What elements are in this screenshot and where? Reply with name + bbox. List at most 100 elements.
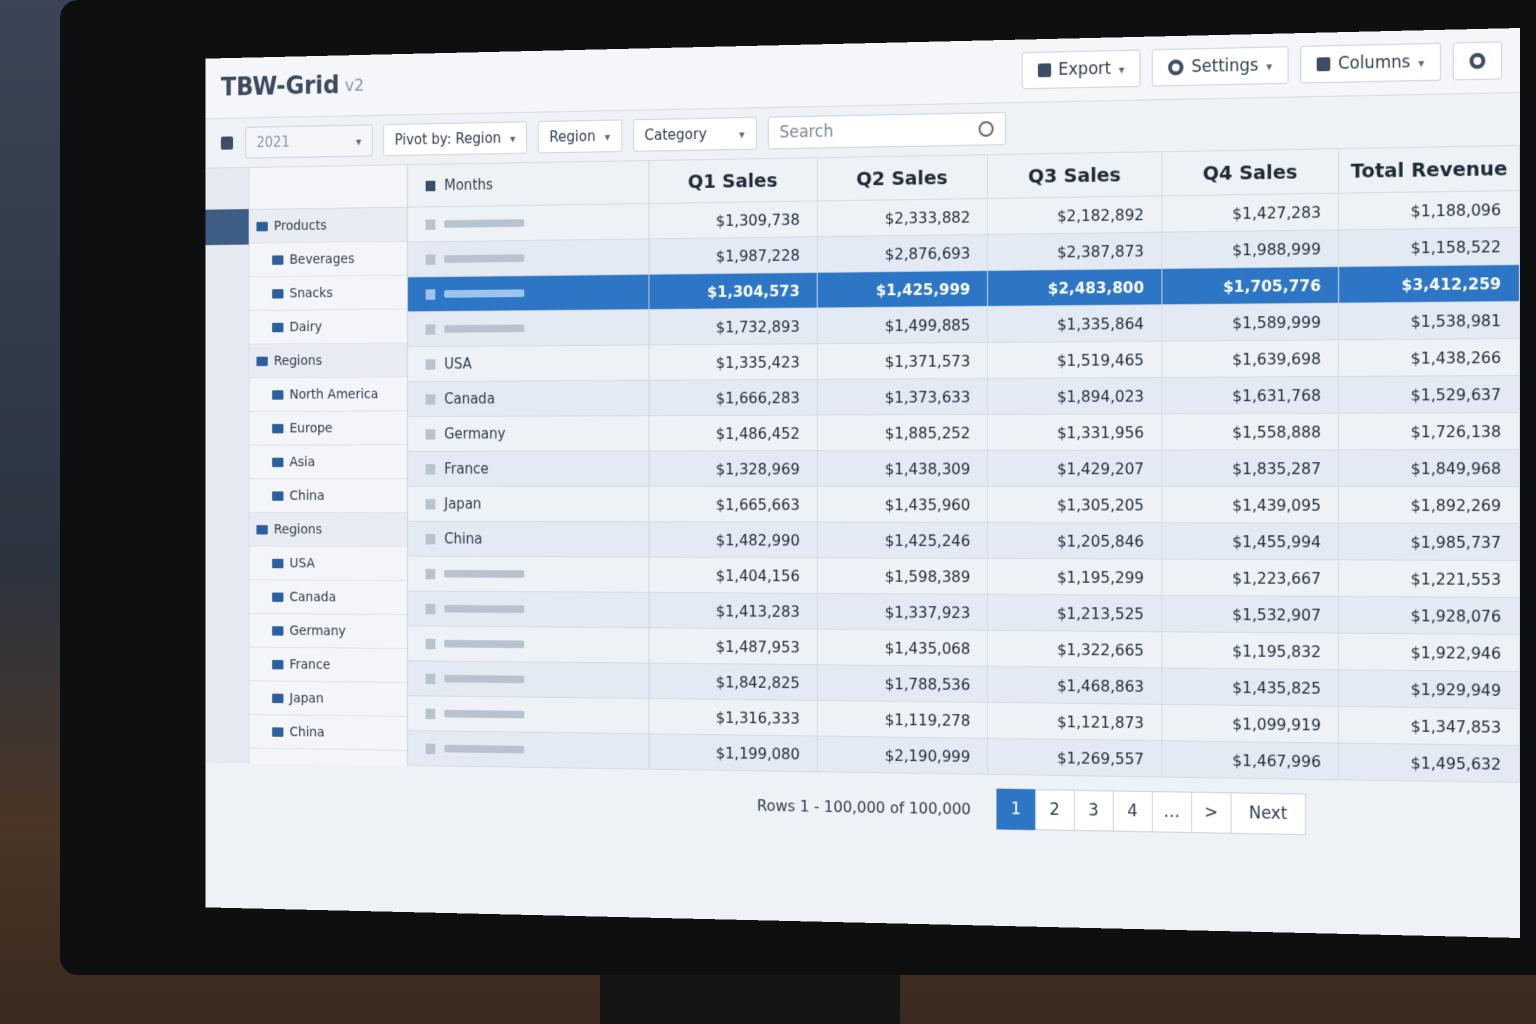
value-cell: $1,598,389: [817, 558, 989, 594]
value-cell: $1,438,266: [1339, 339, 1520, 376]
tree-item-label: Japan: [289, 690, 324, 706]
gear-button[interactable]: [1452, 41, 1503, 81]
tree-item-label: Europe: [289, 420, 333, 436]
grid-row[interactable]: Germany $1,486,452 $1,885,252 $1,331,956 $1,…: [407, 413, 1520, 452]
value-cell: $1,347,853: [1339, 706, 1520, 745]
page-button[interactable]: 2: [1034, 789, 1075, 831]
tree-group-label: Regions: [273, 521, 323, 537]
export-button[interactable]: Export: [1021, 49, 1141, 90]
value-cell: $1,199,080: [649, 734, 818, 772]
tree-group[interactable]: Products: [249, 207, 408, 244]
row-label-cell: [407, 696, 650, 734]
value-cell: $1,928,076: [1339, 596, 1520, 634]
row-label-cell: [407, 626, 650, 663]
settings-button[interactable]: Settings: [1152, 46, 1289, 87]
grid-row[interactable]: China $1,482,990 $1,425,246 $1,205,846 $1,45…: [407, 521, 1520, 561]
value-cell: $2,387,873: [988, 232, 1163, 270]
tree-item-label: Germany: [289, 623, 346, 639]
year-select[interactable]: 2021: [245, 124, 373, 159]
row-label-cell: [407, 310, 650, 347]
value-cell: $1,404,156: [649, 557, 818, 593]
value-cell: $1,929,949: [1339, 670, 1520, 708]
row-label-cell: [407, 239, 650, 277]
value-cell: $1,413,283: [649, 592, 818, 629]
row-label-cell: [407, 556, 650, 592]
tree-group-label: Regions: [273, 352, 323, 369]
region-label: Region: [549, 127, 596, 146]
value-cell: $1,842,825: [649, 663, 818, 700]
value-cell: $1,435,068: [817, 629, 989, 666]
tree-item[interactable]: Japan: [249, 681, 408, 717]
pivot-select[interactable]: Pivot by: Region: [383, 121, 528, 157]
value-cell: $1,099,919: [1162, 704, 1340, 743]
value-cell: $1,631,768: [1162, 376, 1340, 414]
region-select[interactable]: Region: [537, 119, 622, 154]
tree-item[interactable]: Canada: [249, 580, 408, 616]
tree-item[interactable]: China: [249, 479, 408, 514]
row-label-cell: Germany: [407, 416, 650, 451]
grid-row[interactable]: France $1,328,969 $1,438,309 $1,429,207 $1,8…: [407, 450, 1520, 487]
grid-row[interactable]: Canada $1,666,283 $1,373,633 $1,894,023 $1,6…: [407, 376, 1520, 417]
row-header: Months: [407, 161, 650, 207]
value-cell: $1,589,999: [1162, 303, 1340, 341]
tree-item[interactable]: Beverages: [249, 241, 408, 278]
value-cell: $1,331,956: [988, 414, 1163, 450]
value-cell: $1,121,873: [988, 702, 1163, 741]
value-cell: $1,468,863: [988, 666, 1163, 704]
page-button[interactable]: 3: [1073, 789, 1114, 832]
tree-item[interactable]: Dairy: [249, 309, 408, 345]
tree-item[interactable]: USA: [249, 546, 408, 582]
next-button[interactable]: Next: [1230, 792, 1306, 836]
value-cell: $1,322,665: [988, 630, 1163, 668]
pivot-label: Pivot by: Region: [394, 129, 502, 149]
tree-item[interactable]: North America: [249, 377, 408, 412]
tree-group[interactable]: Regions: [249, 512, 408, 548]
tree-item-label: USA: [289, 555, 315, 571]
tree-item-label: China: [289, 724, 325, 740]
value-cell: $1,499,885: [817, 306, 989, 344]
value-cell: $1,425,246: [817, 522, 989, 558]
column-header[interactable]: Q2 Sales: [817, 155, 989, 201]
row-label-cell: France: [407, 451, 650, 486]
grid-row[interactable]: Japan $1,665,663 $1,435,960 $1,305,205 $1,43…: [407, 486, 1520, 524]
next-arrow-button[interactable]: >: [1190, 791, 1232, 834]
page-button[interactable]: …: [1151, 791, 1192, 834]
row-label-cell: [407, 204, 650, 242]
value-cell: $1,335,423: [649, 344, 818, 380]
tree-item-label: France: [289, 656, 331, 673]
column-header[interactable]: Q3 Sales: [988, 152, 1163, 198]
value-cell: $1,988,999: [1162, 230, 1340, 269]
page-button[interactable]: 1: [996, 788, 1036, 831]
category-label: Category: [644, 125, 707, 144]
value-cell: $1,482,990: [649, 522, 818, 558]
columns-button[interactable]: Columns: [1300, 42, 1441, 84]
value-cell: $1,429,207: [988, 450, 1163, 486]
tree-item-label: Snacks: [289, 285, 333, 301]
column-header[interactable]: Q1 Sales: [649, 158, 818, 204]
tree-item[interactable]: China: [249, 714, 408, 751]
value-cell: $1,487,953: [649, 628, 818, 665]
tree-group[interactable]: Regions: [249, 343, 408, 379]
tree-item[interactable]: Germany: [249, 613, 408, 649]
value-cell: $1,885,252: [817, 414, 989, 451]
page-button[interactable]: 4: [1112, 790, 1153, 833]
tree-item[interactable]: France: [249, 647, 408, 683]
tree-item[interactable]: Europe: [249, 411, 408, 446]
row-label-cell: [407, 661, 650, 698]
value-cell: $1,427,283: [1162, 193, 1340, 232]
value-cell: $1,467,996: [1162, 741, 1340, 780]
value-cell: $1,305,205: [988, 486, 1163, 523]
value-cell: $1,495,632: [1339, 743, 1520, 782]
category-select[interactable]: Category: [632, 116, 757, 152]
row-label: Canada: [444, 390, 495, 408]
value-cell: $1,223,667: [1162, 559, 1340, 596]
column-header[interactable]: Total Revenue: [1339, 146, 1520, 193]
search-box[interactable]: Search: [767, 112, 1006, 150]
column-header[interactable]: Q4 Sales: [1162, 149, 1340, 196]
tree-item[interactable]: Asia: [249, 445, 408, 480]
value-cell: $1,538,981: [1339, 302, 1520, 340]
value-cell: $1,158,522: [1339, 228, 1520, 267]
tree-item[interactable]: Snacks: [249, 275, 408, 311]
grid-row[interactable]: USA $1,335,423 $1,371,573 $1,519,465 $1,639,…: [407, 339, 1520, 383]
